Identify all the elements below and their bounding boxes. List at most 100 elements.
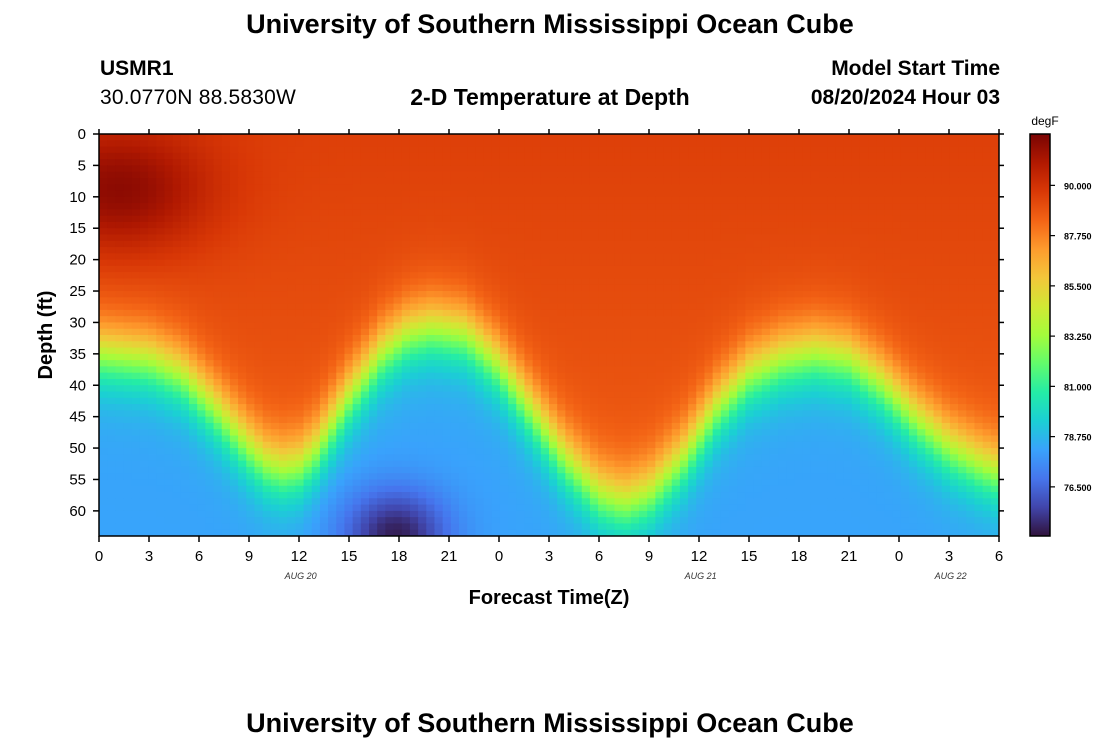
heatmap-cell — [671, 140, 681, 148]
heatmap-cell — [712, 291, 722, 298]
heatmap-cell — [164, 134, 174, 141]
heatmap-cell — [336, 385, 346, 393]
heatmap-cell — [663, 140, 673, 148]
heatmap-cell — [418, 378, 427, 386]
heatmap-cell — [238, 385, 247, 393]
heatmap-cell — [221, 410, 231, 418]
heatmap-cell — [843, 291, 853, 298]
heatmap-cell — [892, 234, 902, 242]
heatmap-cell — [843, 240, 853, 248]
heatmap-cell — [229, 278, 239, 286]
heatmap-cell — [581, 391, 591, 399]
heatmap-cell — [221, 259, 231, 267]
heatmap-cell — [524, 259, 534, 267]
heatmap-cell — [377, 278, 386, 286]
heatmap-cell — [131, 416, 141, 424]
heatmap-cell — [737, 209, 746, 217]
heatmap-cell — [524, 366, 534, 374]
heatmap-cell — [720, 259, 730, 267]
heatmap-cell — [336, 335, 346, 342]
heatmap-cell — [393, 372, 403, 380]
heatmap-cell — [884, 372, 894, 380]
heatmap-cell — [966, 159, 976, 167]
heatmap-cell — [221, 140, 231, 148]
heatmap-cell — [622, 297, 632, 305]
heatmap-cell — [123, 372, 133, 380]
heatmap-cell — [205, 404, 215, 411]
heatmap-cell — [810, 265, 820, 273]
heatmap-cell — [982, 203, 992, 210]
heatmap-cell — [459, 171, 468, 179]
heatmap-cell — [941, 309, 951, 317]
heatmap-cell — [164, 385, 174, 393]
heatmap-cell — [139, 303, 149, 311]
heatmap-cell — [516, 404, 526, 411]
heatmap-cell — [369, 152, 378, 160]
heatmap-cell — [246, 177, 256, 185]
heatmap-cell — [172, 196, 182, 204]
heatmap-cell — [524, 328, 534, 336]
heatmap-cell — [99, 234, 108, 242]
heatmap-cell — [450, 278, 460, 286]
heatmap-cell — [491, 385, 501, 393]
heatmap-cell — [499, 410, 509, 418]
heatmap-cell — [377, 134, 386, 141]
heatmap-cell — [360, 272, 370, 280]
heatmap-cell — [549, 159, 558, 167]
heatmap-cell — [639, 397, 648, 405]
heatmap-cell — [778, 146, 787, 154]
heatmap-cell — [148, 184, 157, 192]
heatmap-cell — [639, 259, 648, 267]
heatmap-cell — [843, 397, 853, 405]
heatmap-cell — [737, 366, 746, 374]
heatmap-cell — [238, 378, 247, 386]
heatmap-cell — [614, 353, 624, 361]
heatmap-cell — [761, 322, 771, 330]
heatmap-cell — [614, 366, 624, 374]
heatmap-cell — [622, 278, 632, 286]
heatmap-cell — [949, 165, 959, 173]
heatmap-cell — [990, 259, 999, 267]
heatmap-cell — [671, 309, 681, 317]
heatmap-cell — [892, 328, 902, 336]
heatmap-cell — [966, 253, 976, 261]
heatmap-cell — [549, 272, 558, 280]
heatmap-cell — [426, 196, 436, 204]
heatmap-cell — [614, 184, 624, 192]
heatmap-cell — [655, 196, 665, 204]
heatmap-cell — [671, 397, 681, 405]
heatmap-cell — [540, 303, 550, 311]
heatmap-cell — [909, 272, 918, 280]
heatmap-cell — [786, 134, 796, 141]
heatmap-cell — [303, 140, 313, 148]
heatmap-cell — [279, 328, 288, 336]
heatmap-cell — [729, 278, 738, 286]
heatmap-cell — [688, 378, 697, 386]
heatmap-cell — [467, 196, 476, 204]
heatmap-cell — [696, 259, 706, 267]
heatmap-cell — [859, 184, 869, 192]
heatmap-cell — [139, 341, 149, 349]
heatmap-cell — [819, 291, 828, 298]
heatmap-cell — [311, 404, 321, 411]
heatmap-cell — [549, 240, 558, 248]
heatmap-cell — [835, 221, 845, 229]
heatmap-cell — [925, 165, 935, 173]
heatmap-cell — [745, 335, 755, 342]
heatmap-cell — [115, 272, 125, 280]
heatmap-cell — [859, 159, 869, 167]
heatmap-cell — [630, 171, 640, 179]
heatmap-cell — [164, 140, 174, 148]
heatmap-cell — [369, 404, 378, 411]
heatmap-cell — [107, 328, 116, 336]
heatmap-cell — [778, 215, 787, 223]
heatmap-cell — [966, 353, 976, 361]
heatmap-cell — [164, 177, 174, 185]
heatmap-cell — [647, 184, 656, 192]
heatmap-cell — [483, 228, 493, 236]
heatmap-cell — [786, 165, 796, 173]
heatmap-cell — [221, 385, 231, 393]
heatmap-cell — [794, 240, 804, 248]
heatmap-cell — [778, 360, 787, 368]
heatmap-cell — [336, 152, 346, 160]
